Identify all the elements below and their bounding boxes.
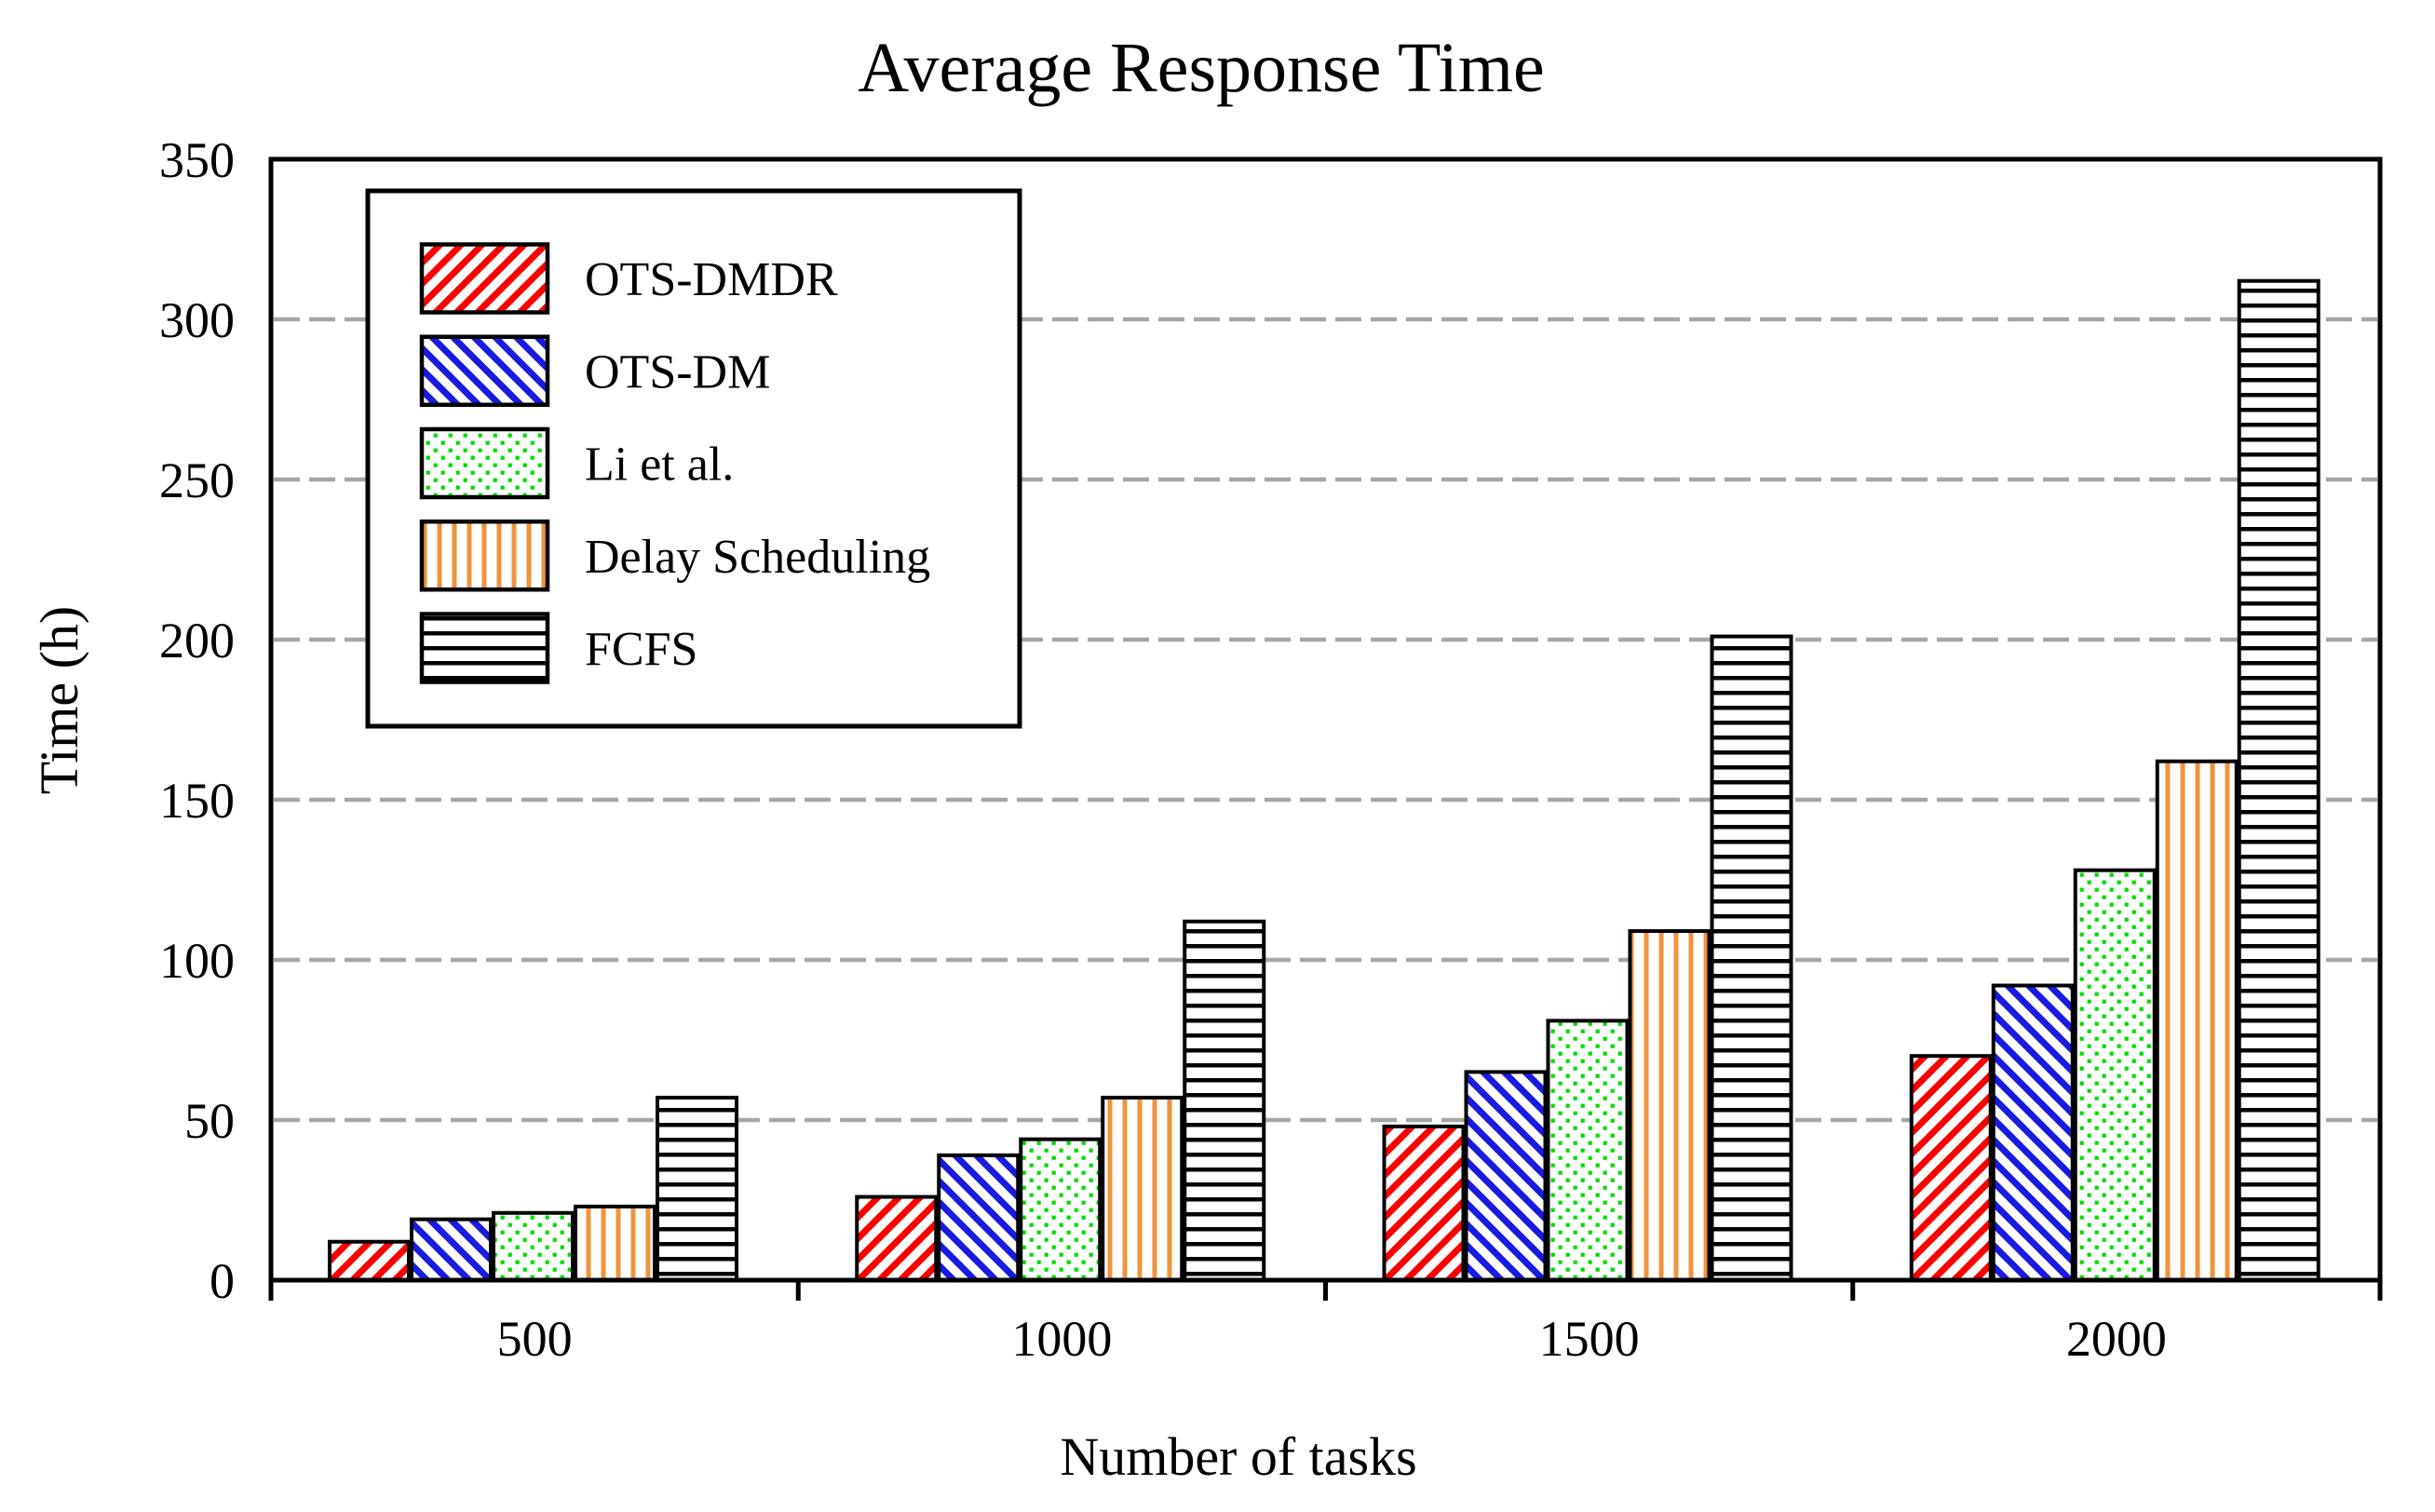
- bar-li-et-al--2000: [2073, 868, 2157, 1282]
- bar-delay-scheduling-1500: [1628, 929, 1711, 1282]
- x-category-label-1500: 1500: [1539, 1311, 1640, 1367]
- x-axis-title: Number of tasks: [1060, 1426, 1416, 1487]
- legend-swatch-diagonal-up: [419, 242, 550, 315]
- y-tick-label-250: 250: [159, 452, 235, 508]
- bar-ots-dmdr-1500: [1382, 1124, 1466, 1282]
- bar-ots-dm-1000: [937, 1153, 1021, 1282]
- y-tick-label-200: 200: [159, 613, 235, 668]
- bar-fcfs-500: [656, 1095, 738, 1283]
- y-tick-label-0: 0: [210, 1253, 235, 1309]
- bar-fcfs-2000: [2237, 278, 2320, 1283]
- bars: [328, 278, 2320, 1283]
- y-tick-label-350: 350: [159, 132, 235, 188]
- legend-label-ots-dm: OTS-DM: [585, 345, 770, 398]
- x-category-label-500: 500: [497, 1311, 573, 1367]
- y-tick-label-50: 50: [184, 1093, 235, 1149]
- bar-fcfs-1500: [1710, 634, 1793, 1282]
- bar-ots-dmdr-500: [328, 1239, 411, 1282]
- bar-li-et-al--500: [492, 1210, 575, 1283]
- legend-label-ots-dmdr: OTS-DMDR: [585, 253, 838, 306]
- x-axis-ticks: [268, 1280, 2383, 1301]
- x-category-label-2000: 2000: [2066, 1311, 2167, 1367]
- y-tick-label-300: 300: [159, 292, 235, 348]
- legend: OTS-DMDR OTS-DM Li et al. Delay Scheduling F…: [365, 188, 1022, 729]
- x-category-label-1000: 1000: [1011, 1311, 1112, 1367]
- y-tick-labels: 0 50 100 150 200 250 300 350: [159, 132, 235, 1309]
- bar-fcfs-1000: [1183, 919, 1266, 1282]
- legend-swatch-horizontal-stripes: [419, 612, 550, 684]
- bar-delay-scheduling-1000: [1101, 1095, 1184, 1283]
- legend-label-fcfs: FCFS: [585, 623, 697, 676]
- legend-swatch-vertical-stripes: [419, 520, 550, 592]
- bar-delay-scheduling-500: [574, 1204, 656, 1283]
- legend-label-li-et-al-: Li et al.: [585, 439, 734, 492]
- bar-ots-dm-500: [410, 1217, 493, 1283]
- y-axis-title: Time (h): [29, 606, 89, 795]
- y-tick-label-100: 100: [159, 933, 235, 989]
- legend-swatch-dots: [419, 426, 550, 500]
- chart-title: Average Response Time: [858, 29, 1544, 107]
- bar-ots-dmdr-1000: [855, 1195, 939, 1283]
- bar-delay-scheduling-2000: [2155, 759, 2239, 1282]
- bar-ots-dm-2000: [1991, 983, 2075, 1283]
- legend-swatch-diagonal-down: [419, 334, 550, 407]
- bar-ots-dmdr-2000: [1909, 1054, 1993, 1282]
- bar-ots-dm-1500: [1464, 1070, 1548, 1283]
- bar-li-et-al--1500: [1546, 1019, 1630, 1282]
- legend-label-delay-scheduling: Delay Scheduling: [585, 531, 930, 584]
- x-category-labels: 500 1000 1500 2000: [497, 1311, 2167, 1367]
- y-tick-label-150: 150: [159, 773, 235, 829]
- bar-li-et-al--1000: [1019, 1137, 1103, 1283]
